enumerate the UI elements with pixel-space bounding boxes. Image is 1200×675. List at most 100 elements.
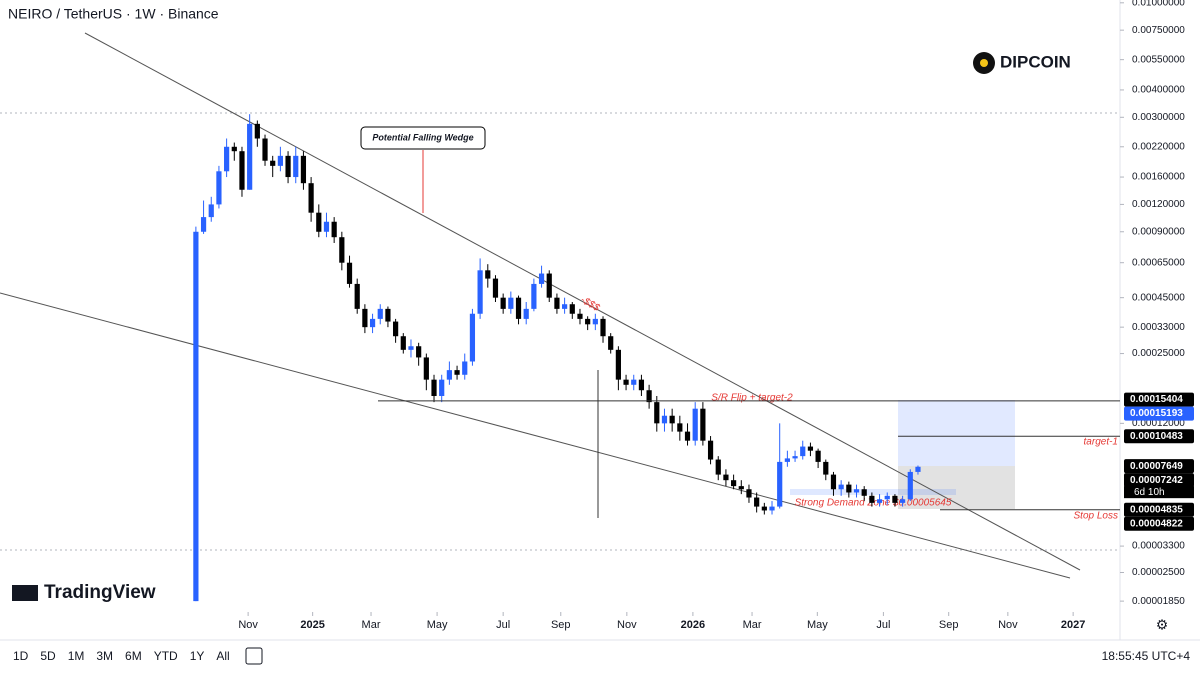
candle-body (846, 484, 852, 493)
candle-body (469, 313, 476, 362)
y-tick-label: 0.00550000 (1132, 54, 1185, 65)
candle-body (400, 336, 406, 350)
range-button[interactable]: 1Y (190, 649, 205, 663)
candle-body (216, 171, 222, 205)
range-button[interactable]: All (216, 649, 229, 663)
candle-body (738, 486, 744, 490)
wedge-callout (360, 126, 486, 150)
candle-body (823, 461, 829, 475)
price-label: 0.00015404 (1130, 394, 1183, 405)
candle-body (569, 304, 575, 314)
candle-body (247, 123, 253, 190)
x-tick-label: Mar (743, 619, 762, 631)
candle-body (800, 446, 806, 457)
candle-body (853, 489, 860, 493)
candle-body (761, 506, 767, 511)
demand-label: Strong Demand Zone $0.00005645 (795, 498, 952, 509)
stop-label: Stop Loss (1074, 511, 1118, 522)
candle-body (408, 346, 414, 350)
candle-body (715, 459, 721, 475)
target-zone (898, 400, 1015, 466)
range-button[interactable]: 3M (96, 649, 113, 663)
candle-body (562, 304, 568, 309)
settings-icon[interactable]: ⚙ (1156, 617, 1169, 633)
candle-body (377, 308, 383, 319)
candle-body (508, 297, 514, 309)
x-tick-label: May (807, 619, 828, 631)
candle-body (339, 237, 345, 263)
candle-body (631, 379, 637, 385)
candle-body (723, 474, 729, 481)
candle-body (362, 308, 368, 328)
x-tick-label: Nov (617, 619, 637, 631)
candle-body (600, 318, 606, 337)
candle-body (323, 221, 330, 232)
candle-body (239, 151, 245, 190)
y-tick-label: 0.00025000 (1132, 348, 1185, 359)
candle-body (300, 155, 307, 184)
candle-body (477, 270, 483, 314)
candle-body (369, 318, 376, 328)
candle-body (200, 217, 207, 232)
x-tick-label: Jul (496, 619, 510, 631)
candle-body (277, 155, 283, 166)
x-tick-label: Nov (998, 619, 1018, 631)
candle-body (784, 458, 790, 462)
candle-body (515, 297, 522, 319)
price-label-box (1124, 459, 1194, 474)
range-button[interactable]: YTD (154, 649, 178, 663)
candle-body (700, 408, 706, 441)
candle-body (876, 499, 883, 503)
countdown: 6d 10h (1134, 487, 1165, 498)
y-tick-label: 0.00033000 (1132, 322, 1185, 333)
candle-body (769, 506, 775, 511)
candle-body (861, 489, 867, 496)
x-tick-label: 2025 (300, 619, 324, 631)
candle-body (193, 231, 199, 602)
x-tick-label: Sep (551, 619, 571, 631)
candle-body (623, 379, 629, 385)
y-tick-label: 0.00220000 (1132, 141, 1185, 152)
price-label: 0.00007242 (1130, 475, 1183, 486)
tv-brand: TradingView (44, 582, 156, 603)
y-tick-label: 0.00400000 (1132, 85, 1185, 96)
candle-body (393, 321, 399, 337)
candle-body (807, 446, 814, 451)
range-button[interactable]: 1D (13, 649, 29, 663)
candle-body (900, 499, 906, 503)
candle-body (293, 155, 299, 178)
chart-title: NEIRO / TetherUS · 1W · Binance (8, 6, 219, 22)
price-label: 0.00015193 (1130, 408, 1183, 419)
candle-body (838, 484, 844, 490)
x-tick-label: Jul (876, 619, 890, 631)
range-button[interactable]: 5D (40, 649, 56, 663)
candle-body (746, 489, 752, 498)
x-tick-label: Nov (238, 619, 258, 631)
logo-text: DIPCOIN (1000, 52, 1071, 71)
logo-dot (980, 59, 988, 67)
range-button[interactable]: 1M (68, 649, 85, 663)
candle-body (308, 183, 314, 213)
target1-label: target-1 (1084, 437, 1118, 448)
x-tick-label: May (427, 619, 448, 631)
candle-body (439, 379, 445, 396)
wedge-label: Potential Falling Wedge (372, 132, 473, 142)
demand-zone (790, 489, 956, 495)
candle-body (224, 146, 230, 172)
candle-body (208, 204, 214, 218)
price-label: 0.00007649 (1130, 461, 1183, 472)
candle-body (523, 308, 529, 319)
candle-body (915, 466, 921, 472)
candle-body (446, 370, 452, 380)
candle-body (792, 456, 798, 459)
y-tick-label: 0.00002500 (1132, 567, 1185, 578)
candle-body (454, 370, 460, 375)
range-button[interactable]: 6M (125, 649, 142, 663)
candle-body (654, 402, 660, 424)
x-tick-label: Sep (939, 619, 959, 631)
y-tick-label: 0.00012000 (1132, 418, 1185, 429)
date-range-icon[interactable] (245, 647, 263, 665)
candle-body (615, 349, 621, 380)
